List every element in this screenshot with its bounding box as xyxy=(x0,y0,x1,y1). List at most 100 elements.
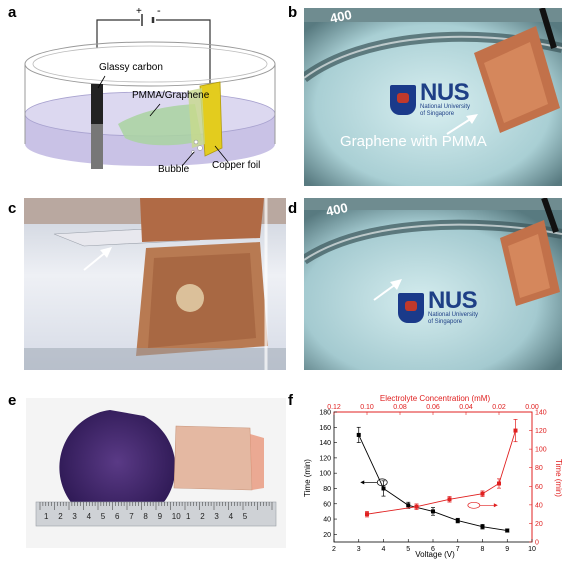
ruler-number: 5 xyxy=(242,512,248,521)
ruler-number: 1 xyxy=(186,512,191,521)
x-bottom-tick-label: 4 xyxy=(382,546,386,553)
data-point xyxy=(381,486,386,491)
left-axis-indicator xyxy=(376,478,388,487)
arrow-d xyxy=(373,279,402,301)
x-bottom-axis-title: Voltage (V) xyxy=(415,550,455,559)
ruler-number: 7 xyxy=(129,512,134,521)
x-top-tick-label: 0.04 xyxy=(459,404,473,411)
panel-d-scene xyxy=(304,198,562,370)
ruler-number: 10 xyxy=(171,512,181,521)
y-left-tick-label: 80 xyxy=(323,486,331,493)
data-point xyxy=(447,497,452,502)
label-pmma-graphene: PMMA/Graphene xyxy=(132,90,210,101)
plot-frame xyxy=(333,411,533,543)
y-right-tick-label: 40 xyxy=(535,502,543,509)
data-point xyxy=(406,503,411,508)
label-battery-minus: - xyxy=(157,5,161,17)
x-bottom-tick-label: 8 xyxy=(481,546,485,553)
arrow-c xyxy=(83,247,112,271)
data-point xyxy=(480,524,485,529)
nus-line2: of Singapore xyxy=(428,319,463,325)
x-bottom-tick-label: 9 xyxy=(505,546,509,553)
y-right-tick-label: 60 xyxy=(535,484,543,491)
data-point xyxy=(356,432,361,437)
ruler-number: 2 xyxy=(58,512,63,521)
panel-label-b: b xyxy=(288,4,298,21)
nus-name: NUS xyxy=(428,287,478,314)
y-right-tick-label: 80 xyxy=(535,465,543,472)
y-left-tick-label: 100 xyxy=(319,471,331,478)
nus-logo-d: NUS National University of Singapore xyxy=(398,287,479,326)
ruler-number: 2 xyxy=(200,512,205,521)
nus-crest-icon xyxy=(398,293,424,323)
panel-e-photo xyxy=(26,398,286,548)
panel-label-a: a xyxy=(8,4,17,21)
left-axis-arrowhead xyxy=(360,480,365,485)
arrow-b xyxy=(446,114,478,135)
x-top-axis-title: Electrolyte Concentration (mM) xyxy=(380,394,491,403)
x-bottom-tick-label: 10 xyxy=(528,546,536,553)
series-line-0 xyxy=(358,434,508,531)
y-left-tick-label: 180 xyxy=(319,410,331,417)
panel-label-e: e xyxy=(8,392,17,409)
y-left-tick-label: 140 xyxy=(319,440,331,447)
ruler-number: 1 xyxy=(44,512,49,521)
data-point xyxy=(505,528,510,533)
label-glassy-carbon: Glassy carbon xyxy=(99,62,163,73)
series-line-1 xyxy=(366,430,516,515)
ruler-number: 8 xyxy=(143,512,148,521)
panel-d-photo xyxy=(304,198,562,370)
x-top-tick-label: 0.10 xyxy=(360,404,374,411)
label-battery-plus: + xyxy=(136,6,142,17)
y-right-tick-label: 140 xyxy=(535,410,547,417)
panel-f-chart: Electrolyte Concentration (mM) Voltage (… xyxy=(303,394,562,559)
y-right-tick-label: 20 xyxy=(535,521,543,528)
panel-b-scene xyxy=(304,8,562,186)
panel-c-scene xyxy=(24,198,286,370)
label-copper-foil: Copper foil xyxy=(212,160,261,171)
panel-label-c: c xyxy=(8,200,17,217)
ruler-number: 6 xyxy=(115,512,120,521)
y-left-tick-label: 120 xyxy=(319,455,331,462)
x-top-tick-label: 0.00 xyxy=(525,404,539,411)
ruler-number: 5 xyxy=(100,512,106,521)
data-point xyxy=(455,518,460,523)
ruler-labels: 1 2 3 4 5 6 7 8 9 10 1 2 3 4 5 xyxy=(36,512,286,524)
y-right-axis-title: Time (min) xyxy=(554,459,562,497)
y-right-tick-label: 0 xyxy=(535,540,539,547)
x-top-tick-label: 0.12 xyxy=(327,404,341,411)
label-bubble: Bubble xyxy=(158,164,190,175)
x-top-tick-label: 0.08 xyxy=(393,404,407,411)
caption-b: Graphene with PMMA xyxy=(340,133,487,150)
data-point xyxy=(414,504,419,509)
x-bottom-tick-label: 3 xyxy=(357,546,361,553)
nus-line2: of Singapore xyxy=(420,111,455,117)
panel-label-d: d xyxy=(288,200,298,217)
panel-a-schematic xyxy=(24,14,276,169)
nus-line1: National University xyxy=(420,104,471,110)
x-bottom-tick-label: 5 xyxy=(406,546,410,553)
data-point xyxy=(497,481,501,486)
ruler-number: 3 xyxy=(214,512,219,521)
x-top-tick-label: 0.02 xyxy=(492,404,506,411)
data-point xyxy=(513,428,518,433)
ruler-number: 4 xyxy=(228,512,234,521)
nus-crest-icon xyxy=(390,85,416,115)
ruler-number: 4 xyxy=(86,512,92,521)
x-bottom-tick-label: 6 xyxy=(431,546,435,553)
nus-name: NUS xyxy=(420,79,470,106)
ruler-number: 3 xyxy=(72,512,77,521)
panel-c-photo xyxy=(24,198,286,370)
data-point xyxy=(365,512,369,517)
right-axis-arrowhead xyxy=(493,503,498,508)
nus-line1: National University xyxy=(428,312,479,318)
ruler-ticks xyxy=(39,502,273,510)
y-left-tick-label: 40 xyxy=(323,517,331,524)
x-bottom-tick-label: 2 xyxy=(332,546,336,553)
y-left-tick-label: 60 xyxy=(323,501,331,508)
x-top-tick-label: 0.06 xyxy=(426,404,440,411)
right-axis-indicator xyxy=(467,501,481,509)
y-right-tick-label: 100 xyxy=(535,447,547,454)
y-left-tick-label: 160 xyxy=(319,425,331,432)
x-bottom-tick-label: 7 xyxy=(456,546,460,553)
